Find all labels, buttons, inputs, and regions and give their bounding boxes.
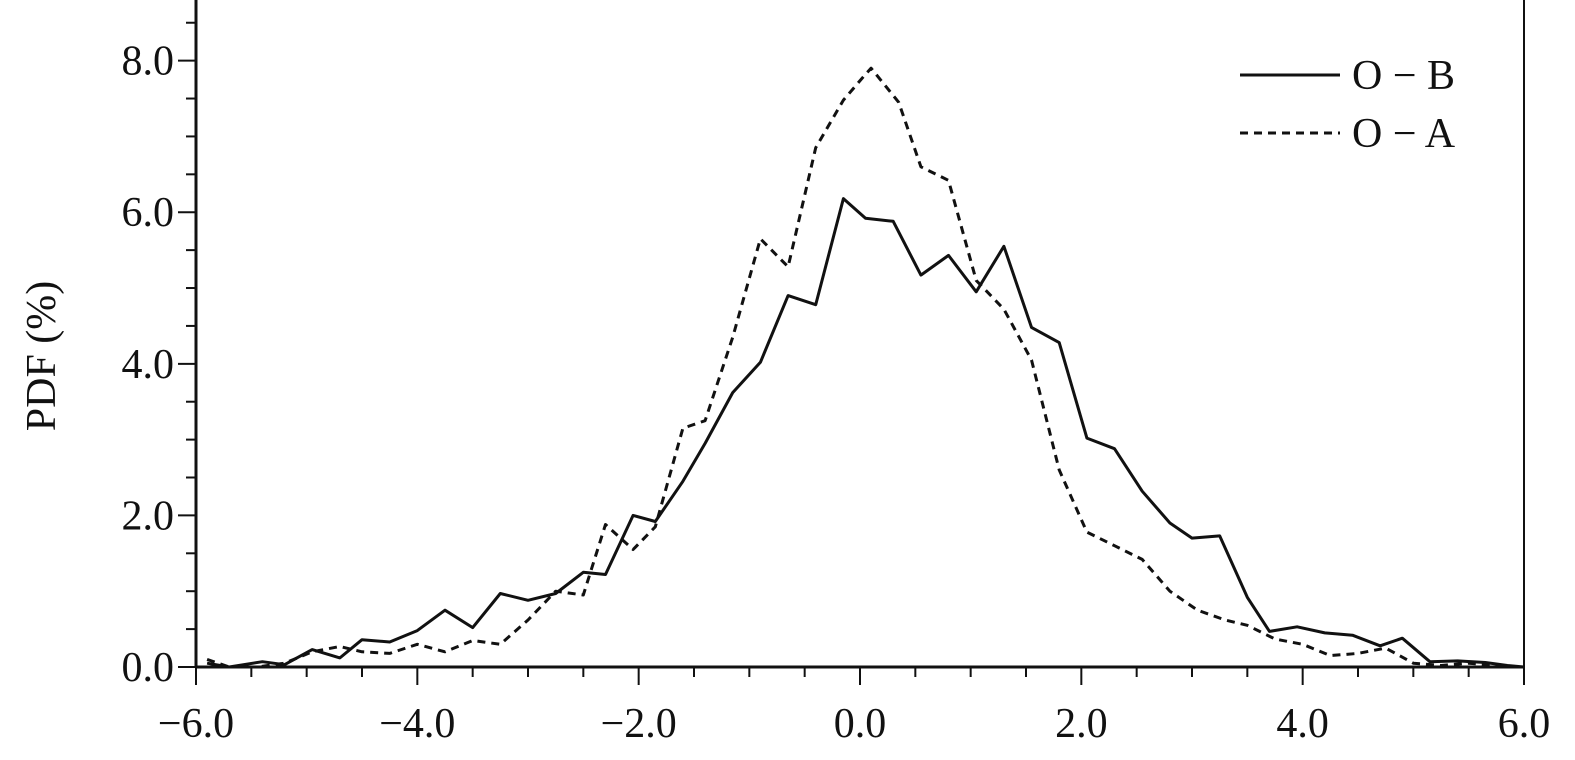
series-line-o-minus-b — [206, 197, 1525, 669]
x-tick-label: 6.0 — [1498, 701, 1551, 747]
y-axis-title: PDF (%) — [19, 281, 65, 432]
x-tick-label: −2.0 — [601, 701, 677, 747]
x-tick-label: 2.0 — [1055, 701, 1108, 747]
x-tick-label: 4.0 — [1276, 701, 1329, 747]
y-tick-label: 8.0 — [122, 39, 175, 85]
legend-label: O − B — [1352, 53, 1455, 99]
y-tick-label: 2.0 — [122, 493, 175, 539]
x-tick-label: 0.0 — [834, 701, 887, 747]
legend: O − B O − A — [1240, 53, 1456, 157]
axes-layer: −6.0 −4.0 −2.0 0.0 2.0 4.0 6.0 0.0 2.0 4.0 6.0 8.0 — [122, 0, 1551, 747]
y-tick-label: 6.0 — [122, 190, 175, 236]
y-tick-label: 0.0 — [122, 645, 175, 691]
series-layer — [206, 66, 1525, 669]
series-line-o-minus-a — [206, 66, 1525, 669]
legend-label: O − A — [1352, 111, 1456, 157]
y-tick-label: 4.0 — [122, 342, 175, 388]
x-tick-label: −6.0 — [158, 701, 234, 747]
x-tick-label: −4.0 — [379, 701, 455, 747]
